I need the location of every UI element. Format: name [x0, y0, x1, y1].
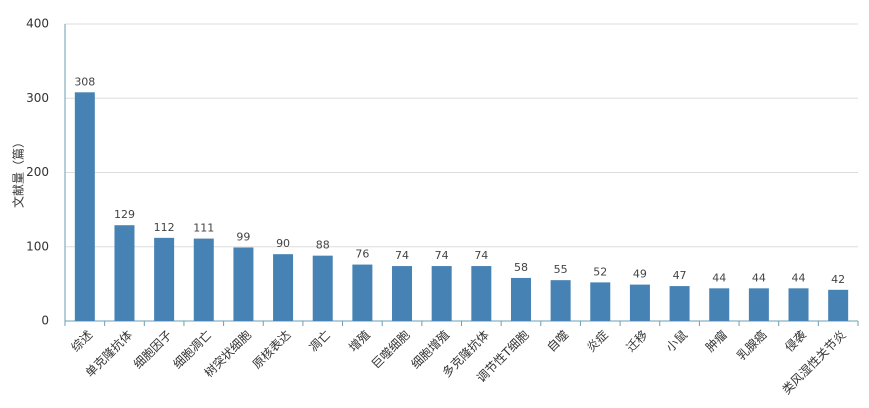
value-label: 88 [316, 239, 330, 252]
bar [74, 92, 95, 321]
bar [233, 247, 254, 321]
value-label: 76 [355, 248, 369, 261]
bar [510, 277, 531, 321]
bar [352, 264, 373, 321]
value-label: 44 [752, 271, 766, 284]
value-label: 74 [395, 249, 409, 262]
y-tick-label: 300 [26, 91, 49, 105]
x-tick-label: 细胞因子 [131, 328, 175, 372]
bar [748, 288, 769, 321]
bar [550, 280, 571, 321]
x-tick-label: 乳腺癌 [733, 327, 769, 363]
bar [828, 289, 849, 321]
x-tick-label: 增殖 [345, 327, 373, 355]
x-tick-label: 肿瘤 [702, 327, 730, 355]
y-tick-label: 400 [26, 17, 49, 31]
bar [471, 266, 492, 321]
x-tick-label: 小鼠 [663, 328, 690, 355]
y-tick-label: 200 [26, 165, 49, 179]
bar [590, 282, 611, 321]
value-label: 47 [673, 269, 687, 282]
x-tick-label: 自噬 [544, 327, 572, 355]
value-label: 55 [554, 263, 568, 276]
value-label: 52 [593, 265, 607, 278]
bar [312, 255, 333, 321]
value-label: 44 [712, 271, 726, 284]
y-axis-label: 文献量（篇） [11, 136, 26, 208]
y-tick-label: 100 [26, 239, 49, 253]
bar [193, 238, 214, 321]
bar [788, 288, 809, 321]
bar [709, 288, 730, 321]
value-label: 111 [193, 222, 214, 235]
bar [392, 266, 413, 321]
x-tick-label: 巨噬细胞 [368, 327, 413, 372]
value-label: 129 [114, 208, 135, 221]
value-label: 58 [514, 261, 528, 274]
value-label: 42 [831, 273, 845, 286]
value-label: 112 [154, 221, 175, 234]
value-label: 74 [474, 249, 488, 262]
bar [114, 225, 135, 321]
x-tick-label: 综述 [69, 328, 96, 355]
value-label: 74 [435, 249, 449, 262]
value-label: 308 [74, 75, 95, 88]
value-label: 99 [236, 230, 250, 243]
bar [431, 266, 452, 321]
x-tick-label: 炎症 [583, 327, 611, 355]
x-tick-label: 侵袭 [782, 327, 810, 355]
bar [629, 284, 650, 321]
value-label: 44 [792, 271, 806, 284]
x-tick-label: 原核表达 [250, 328, 294, 372]
value-label: 49 [633, 268, 647, 281]
y-tick-label: 0 [41, 314, 49, 328]
x-tick-label: 迁移 [624, 328, 651, 355]
bar [669, 286, 690, 321]
x-tick-label: 凋亡 [306, 328, 333, 355]
bar [273, 254, 294, 321]
value-label: 90 [276, 237, 290, 250]
bar [154, 237, 175, 321]
